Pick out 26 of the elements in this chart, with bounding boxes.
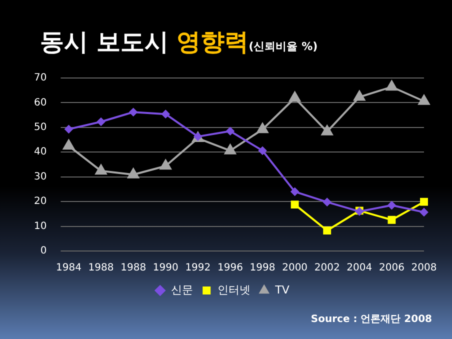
x-tick-label: 2006 (378, 262, 404, 274)
y-tick-label: 10 (34, 220, 47, 232)
chart-subtitle: (신뢰비율 %) (248, 40, 318, 53)
x-tick-label: 2000 (282, 262, 308, 274)
chart-title: 동시 보도시 영향력 (40, 28, 249, 56)
legend-label: 신문 (171, 283, 194, 296)
x-tick-label: 1996 (217, 262, 243, 274)
x-tick-label: 1992 (185, 262, 211, 274)
x-tick-label: 1988 (120, 262, 146, 274)
x-tick-label: 1988 (88, 262, 114, 274)
legend-label: TV (274, 283, 290, 296)
y-tick-label: 50 (34, 122, 47, 134)
legend-label: 인터넷 (218, 283, 251, 296)
source-note: Source : 언론재단 2008 (310, 313, 432, 326)
x-tick-label: 2008 (411, 262, 437, 274)
x-tick-label: 1984 (56, 262, 82, 274)
y-tick-label: 60 (34, 97, 47, 108)
y-tick-label: 40 (34, 146, 47, 158)
y-tick-label: 0 (40, 246, 47, 257)
y-tick-label: 20 (34, 196, 47, 208)
x-tick-label: 2002 (314, 262, 340, 274)
x-tick-label: 1998 (250, 262, 276, 274)
x-tick-label: 1990 (152, 262, 178, 274)
y-tick-label: 70 (34, 72, 47, 84)
y-tick-label: 30 (34, 171, 47, 182)
x-tick-label: 2004 (346, 262, 372, 274)
